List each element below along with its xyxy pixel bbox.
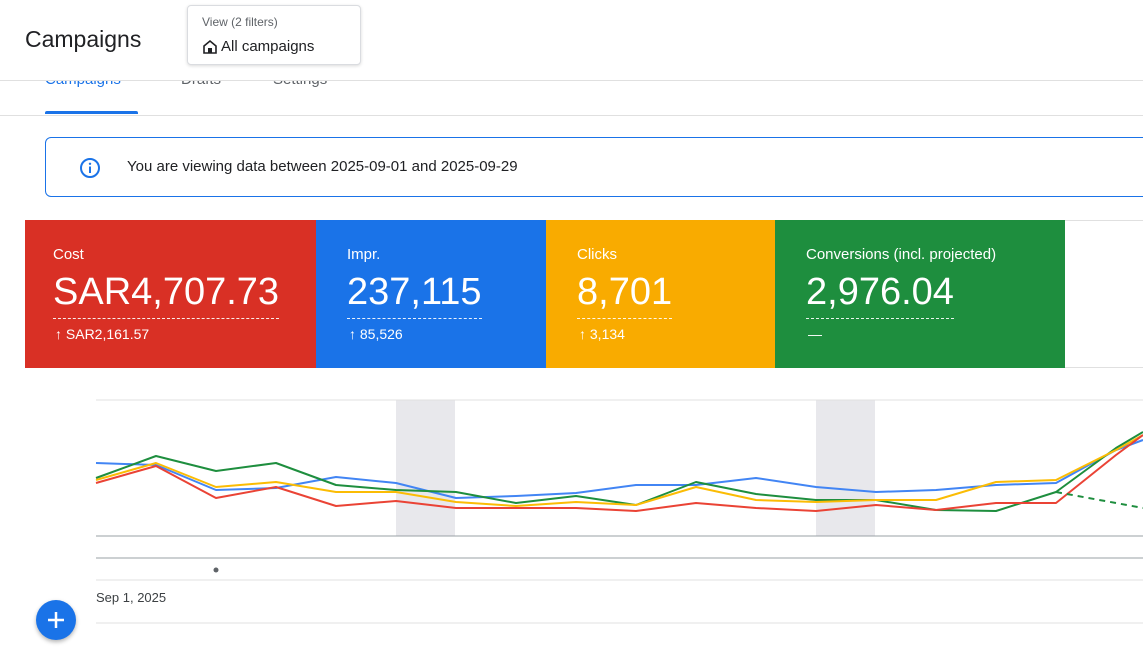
create-button[interactable] — [36, 600, 76, 640]
view-filter-value: All campaigns — [221, 38, 314, 55]
trend-chart — [0, 368, 1143, 647]
metric-card[interactable]: Cost SAR4,707.73 ↑ SAR2,161.57 — [25, 220, 316, 368]
metric-label: Impr. — [347, 246, 380, 263]
line-cost — [96, 435, 1143, 511]
metric-change: ↑ 3,134 — [579, 326, 625, 342]
view-filter[interactable]: View (2 filters) All campaigns — [187, 5, 361, 65]
metric-label: Conversions (incl. projected) — [806, 246, 996, 263]
line-clicks — [96, 435, 1143, 506]
metric-change: ↑ SAR2,161.57 — [55, 326, 149, 342]
metric-value: 2,976.04 — [806, 270, 954, 319]
metric-card[interactable]: Clicks 8,701 ↑ 3,134 — [546, 220, 775, 368]
metric-value: SAR4,707.73 — [53, 270, 279, 319]
tab[interactable]: Drafts — [181, 80, 221, 88]
line-impressions — [96, 440, 1143, 498]
active-tab-indicator — [45, 111, 138, 114]
plus-icon — [36, 600, 76, 640]
tab-bar: Campaigns Drafts Settings — [0, 80, 1143, 116]
metric-label: Cost — [53, 246, 84, 263]
banner-text: You are viewing data between 2025-09-01 … — [127, 158, 518, 175]
home-icon — [202, 39, 218, 55]
metric-card-empty — [1065, 220, 1143, 368]
annotation-marker[interactable] — [214, 568, 219, 573]
info-icon — [79, 157, 101, 179]
metric-value: 237,115 — [347, 270, 482, 319]
x-axis-label: Sep 1, 2025 — [96, 590, 166, 605]
weekend-shade — [816, 400, 875, 536]
metric-change: ↑ 85,526 — [349, 326, 403, 342]
tab[interactable]: Settings — [273, 80, 327, 88]
metric-change: — — [808, 326, 822, 342]
metric-card[interactable]: Conversions (incl. projected) 2,976.04 — — [775, 220, 1065, 368]
metric-label: Clicks — [577, 246, 617, 263]
page-title: Campaigns — [25, 26, 141, 53]
info-banner: You are viewing data between 2025-09-01 … — [45, 137, 1143, 197]
metric-card[interactable]: Impr. 237,115 ↑ 85,526 — [316, 220, 546, 368]
view-filter-label: View (2 filters) — [202, 15, 278, 29]
line-projected — [1056, 492, 1143, 508]
tab[interactable]: Campaigns — [45, 80, 121, 88]
weekend-shade — [396, 400, 455, 536]
line-conversions — [96, 432, 1143, 511]
metric-value: 8,701 — [577, 270, 672, 319]
